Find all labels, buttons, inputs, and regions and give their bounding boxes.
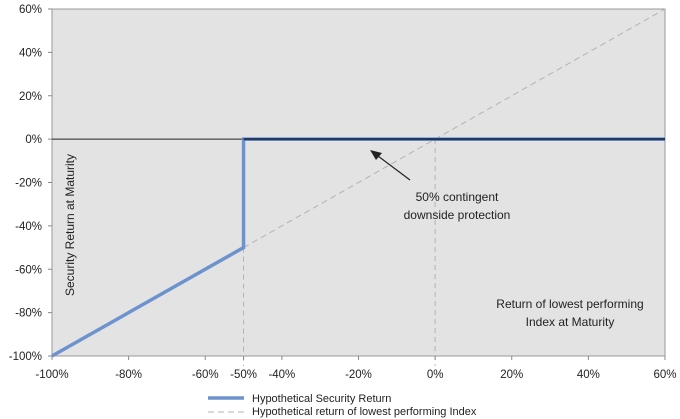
- x-tick-label: -50%: [230, 369, 257, 381]
- y-tick-label: -100%: [9, 351, 42, 363]
- annotation-line-1: 50% contingent: [416, 190, 499, 204]
- reference-lines: [243, 139, 436, 366]
- legend-label-lowest-index: Hypothetical return of lowest performing…: [252, 406, 477, 418]
- y-axis-label: Security Return at Maturity: [63, 154, 77, 296]
- legend-label-security-return: Hypothetical Security Return: [252, 393, 391, 405]
- x-tick-label: 60%: [653, 369, 676, 381]
- y-tick-label: 20%: [19, 91, 42, 103]
- x-tick-label: -20%: [345, 369, 372, 381]
- y-tick-label: -80%: [15, 308, 42, 320]
- y-axis-ticks: 60% 40% 20% 0% -20% -40% -60% -80% -100%: [9, 4, 52, 363]
- x-tick-label: -100%: [35, 369, 68, 381]
- x-tick-label: -80%: [115, 369, 142, 381]
- y-tick-label: -60%: [15, 264, 42, 276]
- legend: Hypothetical Security Return Hypothetica…: [208, 393, 477, 418]
- annotation-line-2: downside protection: [404, 208, 511, 222]
- x-tick-label: 40%: [577, 369, 600, 381]
- annotation-arrow-head: [370, 150, 382, 160]
- y-tick-label: -20%: [15, 178, 42, 190]
- y-tick-label: -40%: [15, 221, 42, 233]
- x-axis-ticks: -100% -80% -60% -50% -40% -20% 0% 20% 40% 60%: [35, 356, 677, 381]
- y-tick-label: 60%: [19, 4, 42, 16]
- x-axis-label-line-1: Return of lowest performing: [496, 297, 643, 311]
- x-axis-label-line-2: Index at Maturity: [526, 315, 615, 329]
- x-tick-label: 20%: [500, 369, 523, 381]
- series-line-lowest-index: [51, 8, 666, 357]
- annotation-arrow-shaft: [373, 152, 411, 181]
- x-tick-label: -40%: [268, 369, 295, 381]
- x-tick-label: 0%: [427, 369, 444, 381]
- y-tick-label: 0%: [25, 134, 42, 146]
- x-tick-label: -60%: [192, 369, 219, 381]
- y-tick-label: 40%: [19, 47, 42, 59]
